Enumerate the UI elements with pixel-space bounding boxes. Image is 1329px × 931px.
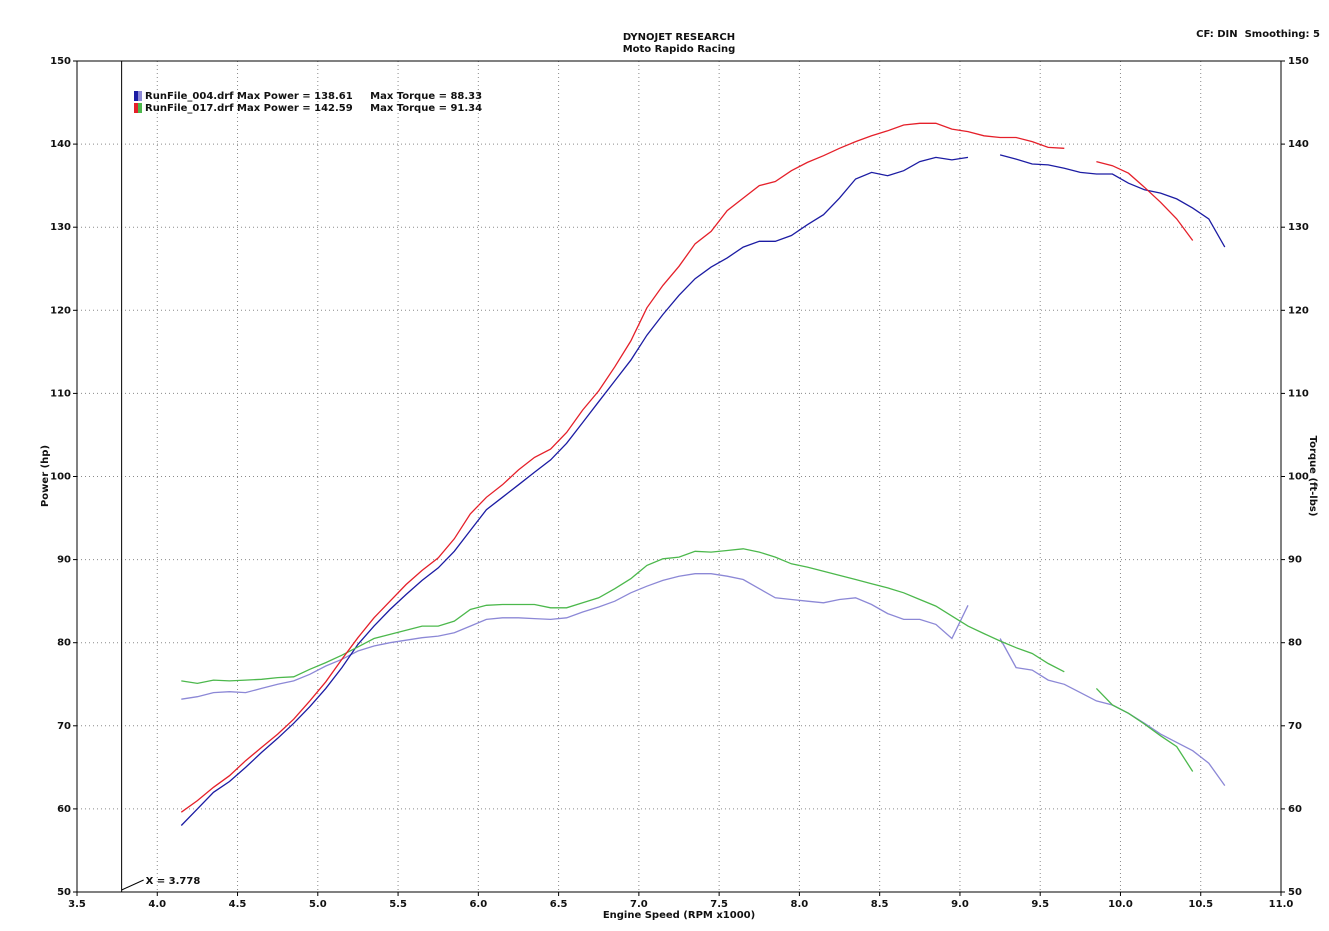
y-axis-title: Power (hp) (40, 445, 51, 507)
y-tick-label: 70 (57, 721, 71, 732)
y2-tick-label: 80 (1288, 638, 1302, 649)
y-tick-label: 50 (57, 887, 71, 898)
x-tick-label: 10.0 (1108, 899, 1133, 910)
settings-label: CF: DIN Smoothing: 5 (1196, 29, 1320, 40)
legend-label: RunFile_017.drf Max Power = 142.59 Max T… (145, 103, 482, 114)
legend-swatch (134, 103, 138, 113)
y2-tick-label: 130 (1288, 222, 1309, 233)
y-tick-label: 90 (57, 555, 71, 566)
legend-label: RunFile_004.drf Max Power = 138.61 Max T… (145, 91, 482, 102)
x-tick-label: 6.5 (550, 899, 568, 910)
y2-axis-title: Torque (ft-lbs) (1307, 436, 1318, 517)
x-tick-label: 3.5 (68, 899, 86, 910)
cursor-pointer (121, 879, 144, 891)
y-tick-label: 100 (50, 472, 71, 483)
x-tick-label: 11.0 (1269, 899, 1294, 910)
legend-swatch (138, 91, 142, 101)
y-tick-label: 150 (50, 56, 71, 67)
curve (180, 154, 1226, 826)
x-tick-label: 6.0 (469, 899, 487, 910)
x-tick-label: 5.5 (389, 899, 407, 910)
x-axis-title: Engine Speed (RPM x1000) (603, 910, 755, 921)
x-tick-label: 7.5 (710, 899, 728, 910)
curve (180, 122, 1194, 813)
x-tick-label: 9.0 (951, 899, 969, 910)
y2-tick-label: 70 (1288, 721, 1302, 732)
legend-swatch (134, 91, 138, 101)
chart-subtitle: Moto Rapido Racing (623, 44, 736, 55)
y2-tick-label: 50 (1288, 887, 1302, 898)
y2-tick-label: 150 (1288, 56, 1309, 67)
curve (181, 573, 1226, 786)
x-tick-label: 9.5 (1031, 899, 1049, 910)
y-tick-label: 110 (50, 388, 71, 399)
x-tick-label: 4.0 (148, 899, 166, 910)
plot-frame (76, 60, 1282, 893)
legend-swatch (138, 103, 142, 113)
curve (181, 548, 1194, 772)
y-tick-label: 140 (50, 139, 71, 150)
x-tick-label: 8.5 (871, 899, 889, 910)
y-tick-label: 130 (50, 222, 71, 233)
y2-tick-label: 90 (1288, 555, 1302, 566)
y2-tick-label: 60 (1288, 804, 1302, 815)
cursor-label: X = 3.778 (146, 876, 201, 887)
x-tick-label: 7.0 (630, 899, 648, 910)
y-tick-label: 120 (50, 305, 71, 316)
x-tick-label: 4.5 (229, 899, 247, 910)
y2-tick-label: 100 (1288, 472, 1309, 483)
y2-tick-label: 140 (1288, 139, 1309, 150)
y2-tick-label: 110 (1288, 388, 1309, 399)
y-tick-label: 80 (57, 638, 71, 649)
y2-tick-label: 120 (1288, 305, 1309, 316)
x-tick-label: 10.5 (1188, 899, 1213, 910)
y-tick-label: 60 (57, 804, 71, 815)
x-tick-label: 8.0 (791, 899, 809, 910)
chart-title: DYNOJET RESEARCH (623, 32, 735, 43)
x-tick-label: 5.0 (309, 899, 327, 910)
